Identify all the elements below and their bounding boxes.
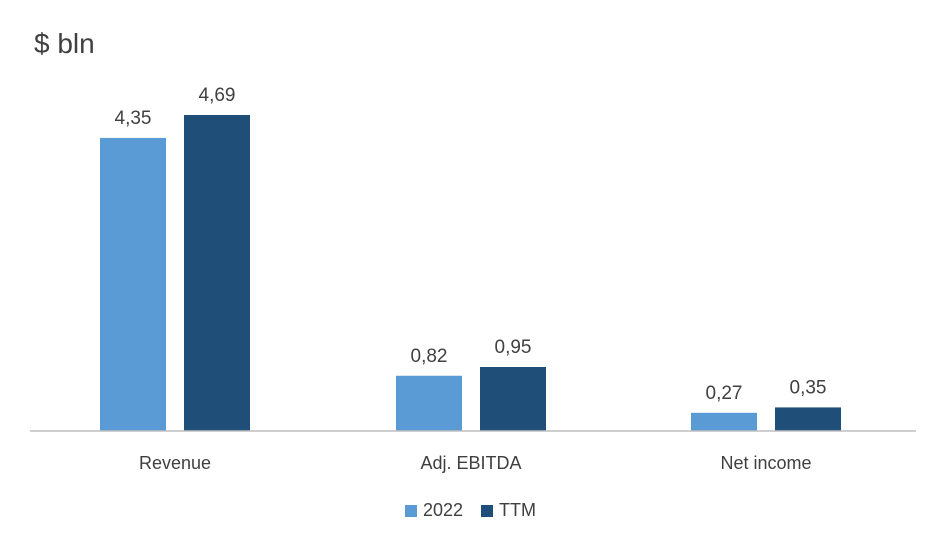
value-label-revenue-ttm: 4,69 [199,85,236,106]
value-label-adj-ebitda-ttm: 0,95 [495,337,532,358]
value-label-net-income-ttm: 0,35 [790,377,827,398]
bar-net-income-2022 [691,412,757,431]
bar-revenue-ttm [184,115,250,431]
legend-swatch-2022 [404,504,417,517]
value-label-adj-ebitda-2022: 0,82 [411,346,448,367]
value-label-revenue-2022: 4,35 [115,108,152,129]
bar-adj-ebitda-ttm [480,366,546,431]
category-label-adj-ebitda: Adj. EBITDA [420,453,521,473]
category-label-revenue: Revenue [139,453,211,473]
legend-label-2022: 2022 [422,500,464,520]
bars-group [100,115,841,431]
category-labels-group: Revenue Adj. EBITDA Net income [139,453,812,473]
legend-label-ttm: TTM [499,500,537,520]
bar-revenue-2022 [100,137,166,431]
legend-item-2022: 2022 [404,500,464,521]
bar-net-income-ttm [775,407,841,431]
category-label-net-income: Net income [720,453,811,473]
value-labels-group: 4,35 4,69 0,82 0,95 0,27 0,35 [115,85,827,404]
bar-adj-ebitda-2022 [396,375,462,431]
value-label-net-income-2022: 0,27 [706,383,743,404]
legend-swatch-ttm [481,504,494,517]
chart-unit-label: $ bln [34,28,95,59]
legend-item-ttm: TTM [481,500,536,521]
legend: 2022 TTM [0,500,941,521]
